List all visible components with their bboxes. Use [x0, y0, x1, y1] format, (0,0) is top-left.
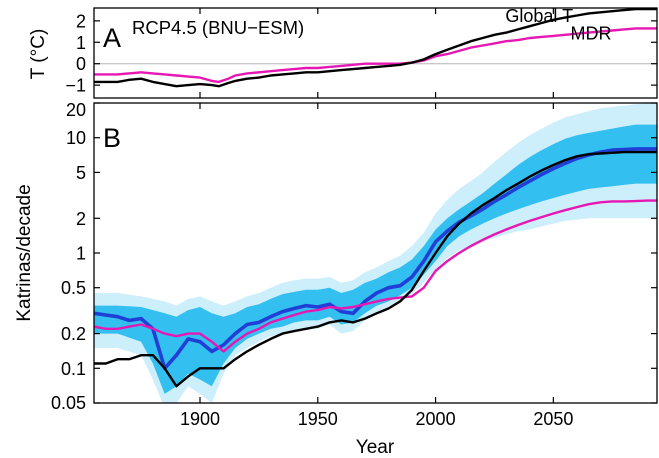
panel-b-y-tick-label: 0.5 — [61, 278, 86, 298]
x-tick-label: 1950 — [298, 409, 338, 429]
panel-a-y-axis-label: T (°C) — [28, 29, 49, 80]
panel-b-y-tick-label: 0.1 — [61, 359, 86, 379]
x-tick-label: 2000 — [416, 409, 456, 429]
panel-a-letter: A — [103, 23, 121, 53]
panel-b: 0.05 0.1 0.2 0.5 1 2 5 10 20 1900 1950 2000 2050 B K… — [14, 100, 658, 429]
x-tick-label: 2050 — [533, 409, 573, 429]
panel-a-y-tick-label: −1 — [65, 76, 86, 96]
uncertainty-band-1 — [94, 124, 657, 394]
panel-a-series-1 — [94, 27, 657, 84]
panel-b-y-tick-label: 10 — [66, 128, 86, 148]
panel-a-title: RCP4.5 (BNU−ESM) — [132, 17, 304, 38]
series-label-global-t: Global T — [505, 6, 573, 26]
panel-b-series-2 — [94, 150, 657, 388]
panel-b-letter: B — [103, 123, 121, 153]
series-label-mdr: MDR — [571, 24, 612, 44]
panel-b-y-tick-label: 0.05 — [51, 393, 86, 413]
panel-b-series-1 — [94, 199, 657, 353]
panel-a-y-tick-label: 0 — [76, 54, 86, 74]
panel-b-y-tick-label: 5 — [76, 163, 86, 183]
panel-b-series-0 — [94, 147, 657, 371]
panel-a-y-tick-label: 1 — [76, 33, 86, 53]
panel-a-y-tick-label: 2 — [76, 11, 86, 31]
x-axis-label: Year — [356, 437, 395, 458]
panel-b-y-tick-label: 1 — [76, 244, 86, 264]
panel-b-y-tick-label: 20 — [66, 100, 86, 120]
panel-b-y-axis-label: Katrinas/decade — [14, 184, 35, 321]
x-tick-label: 1900 — [180, 409, 220, 429]
panel-a-series-0 — [94, 8, 657, 88]
panel-b-y-tick-label: 0.2 — [61, 324, 86, 344]
panel-b-y-tick-label: 2 — [76, 209, 86, 229]
